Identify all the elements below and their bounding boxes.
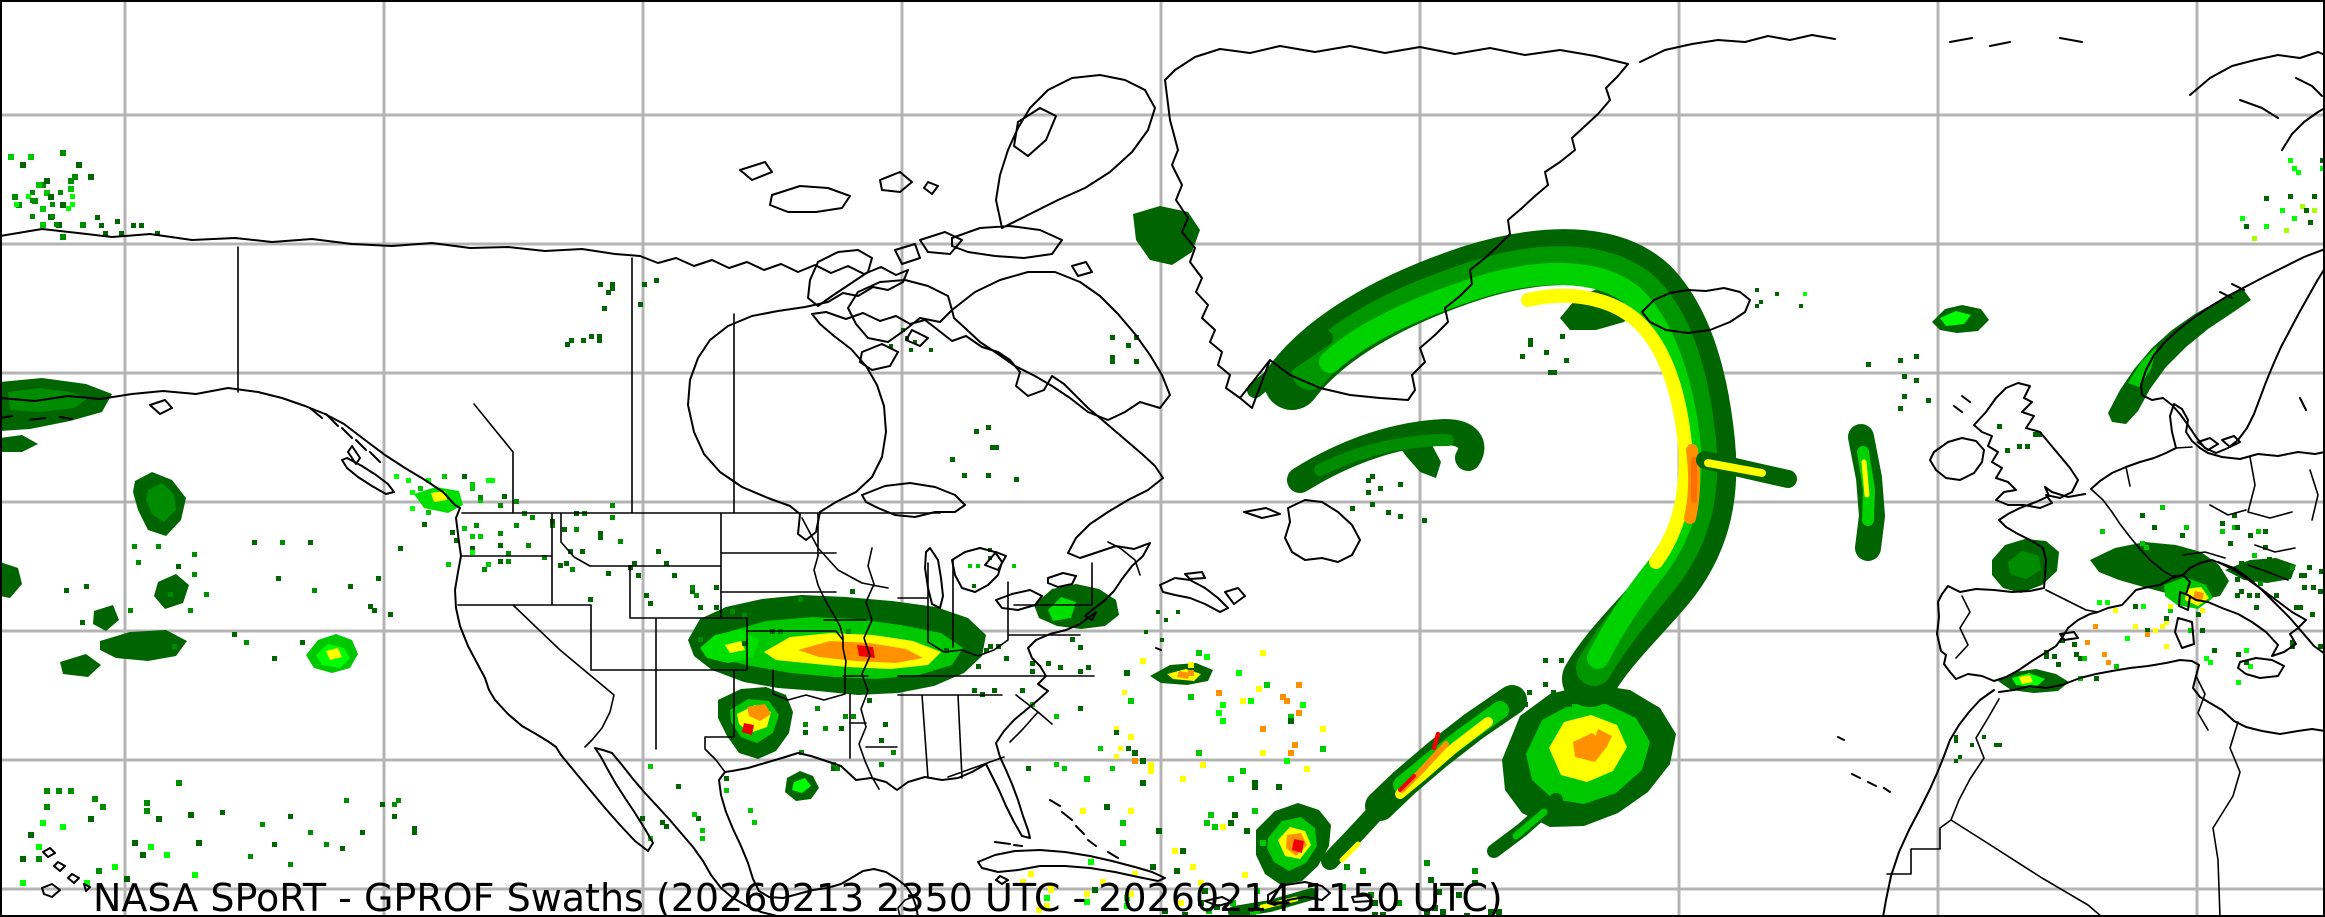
- borders-africa: [1886, 675, 2241, 917]
- coast-europe: [1936, 403, 2325, 682]
- coast-caribbean: [977, 799, 1373, 907]
- coast-greenland: [1164, 45, 1629, 409]
- borders-canada-us-states: [237, 246, 1141, 917]
- borders-europe: [1955, 446, 2319, 659]
- coast-british-isles: [1929, 382, 2079, 509]
- coast-vancouver-island: [341, 457, 395, 495]
- coast-maritimes-newfoundland: [1159, 499, 1361, 613]
- precipitation-swaths: [0, 150, 2325, 917]
- coast-north-america-east: [0, 228, 1164, 917]
- political-borders: [237, 246, 2319, 917]
- coast-alaska-islands: [0, 399, 381, 465]
- coast-hawaii: [41, 847, 91, 898]
- coast-north-america-west: [0, 387, 786, 917]
- coast-bermuda: [1155, 647, 1162, 651]
- coast-great-lakes: [861, 482, 1077, 611]
- coast-arctic-archipelago: [739, 74, 1171, 421]
- coast-svalbard-arctic: [1639, 34, 2325, 151]
- map-caption: NASA SPoRT - GPROF Swaths (20260213 2350…: [93, 876, 1503, 917]
- coastlines: [0, 34, 2325, 917]
- coast-iceland: [1641, 287, 1751, 334]
- coast-north-africa: [1837, 659, 2325, 917]
